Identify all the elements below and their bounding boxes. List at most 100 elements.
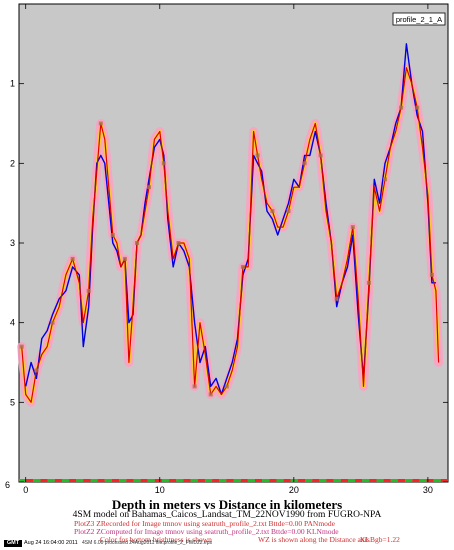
series-lines — [21, 43, 440, 403]
strip-segment — [90, 479, 98, 482]
note-computed: PlotZ2 ZComputed for Image tmnov using s… — [74, 527, 339, 536]
corner-label: 6 — [5, 480, 10, 490]
strip-segment — [76, 479, 84, 482]
strip-segment — [104, 479, 112, 482]
strip-segment — [297, 479, 306, 482]
strip-segment — [305, 479, 313, 482]
strip-segment — [190, 479, 198, 482]
recorded-point — [286, 209, 291, 214]
strip-segment — [219, 479, 227, 482]
strip-segment — [326, 479, 334, 482]
strip-segment — [97, 479, 105, 482]
recorded-point — [429, 272, 434, 277]
x-tick-label: 0 — [23, 485, 28, 495]
strip-segment — [255, 479, 263, 482]
strip-segment — [269, 479, 277, 482]
strip-segment — [19, 479, 27, 482]
recorded-point — [50, 320, 55, 325]
strip-segment — [226, 479, 234, 482]
legend-box: profile_2_1_A — [392, 12, 446, 26]
strip-segment — [262, 479, 270, 482]
strip-segment — [312, 479, 320, 482]
recorded-point — [19, 344, 24, 349]
strip-segment — [440, 479, 448, 482]
recorded-point — [255, 153, 260, 158]
recorded-point — [192, 384, 197, 389]
strip-segment — [233, 479, 241, 482]
recorded-point — [208, 392, 213, 397]
recorded-point — [350, 225, 355, 230]
recorded-point — [34, 368, 39, 373]
strip-segment — [419, 479, 427, 482]
note-klbgb: KLBgb=1.22 — [360, 535, 400, 544]
strip-segment — [347, 479, 356, 482]
x-tick-label: 30 — [423, 485, 433, 495]
timestamp: Aug 24 16:04:00 2011 — [24, 540, 78, 546]
recorded-point — [270, 209, 275, 214]
strip-segment — [333, 479, 341, 482]
recorded-point — [135, 241, 139, 245]
strip-segment — [204, 479, 213, 482]
recorded-point — [161, 161, 166, 166]
plot-background — [18, 3, 449, 483]
strip-segment — [362, 479, 370, 482]
recorded-point — [415, 105, 420, 110]
legend-label: profile_2_1_A — [396, 15, 442, 24]
recorded-markers — [19, 105, 434, 397]
strip-segment — [426, 479, 434, 482]
recorded-point — [399, 105, 404, 110]
strip-segment — [112, 479, 120, 482]
note-color: Color for bottom brightness is shown — [100, 535, 212, 544]
recorded-point — [366, 280, 371, 285]
recorded-point — [224, 384, 229, 389]
depth-profile-chart: 1 2 3 4 5 0 10 20 30 profile_2_1_A 6 — [5, 3, 449, 495]
gmt-logo: GMT — [4, 540, 22, 547]
axes: 1 2 3 4 5 0 10 20 30 — [10, 4, 448, 495]
strip-segment — [54, 479, 62, 482]
strip-segment — [154, 479, 162, 482]
recorded-point — [318, 153, 323, 158]
strip-segment — [355, 479, 363, 482]
recorded-point — [70, 256, 75, 261]
strip-segment — [319, 479, 327, 482]
strip-segment — [162, 479, 170, 482]
strip-segment — [47, 479, 55, 482]
strip-segment — [33, 479, 41, 482]
recorded-point — [240, 264, 245, 269]
y-tick-label: 4 — [10, 318, 15, 328]
note-recorded: PlotZ3 ZRecorded for Image tmnov using s… — [74, 519, 335, 528]
recorded-point — [176, 241, 181, 245]
strip-segment — [119, 479, 127, 482]
strip-segment — [412, 479, 420, 482]
strip-segment — [383, 479, 391, 482]
recorded-point — [86, 288, 91, 293]
strip-segment — [176, 479, 184, 482]
recorded-point — [334, 296, 339, 301]
strip-segment — [405, 479, 413, 482]
strip-segment — [240, 479, 248, 482]
strip-segment — [61, 479, 70, 482]
strip-segment — [183, 479, 191, 482]
strip-segment — [40, 479, 48, 482]
note-wz: WZ is shown along the Distance axis — [258, 535, 370, 544]
y-tick-label: 2 — [10, 158, 15, 168]
strip-segment — [390, 479, 398, 482]
strip-segment — [212, 479, 220, 482]
recorded-point — [383, 177, 387, 182]
recorded-point — [147, 185, 151, 190]
strip-segment — [397, 479, 406, 482]
x-tick-label: 20 — [289, 485, 299, 495]
strip-segment — [197, 479, 205, 482]
strip-segment — [433, 479, 441, 482]
strip-segment — [133, 479, 141, 482]
series-recorded-line — [21, 67, 440, 403]
strip-segment — [247, 479, 255, 482]
strip-segment — [69, 479, 77, 482]
strip-segment — [140, 479, 148, 482]
strip-segment — [369, 479, 377, 482]
recorded-point — [110, 233, 115, 237]
strip-segment — [276, 479, 284, 482]
y-tick-label: 5 — [10, 397, 15, 407]
process-stamp: 4SM 6.00 processed 24Aug2011 file profil… — [82, 540, 212, 546]
strip-segment — [26, 479, 34, 482]
